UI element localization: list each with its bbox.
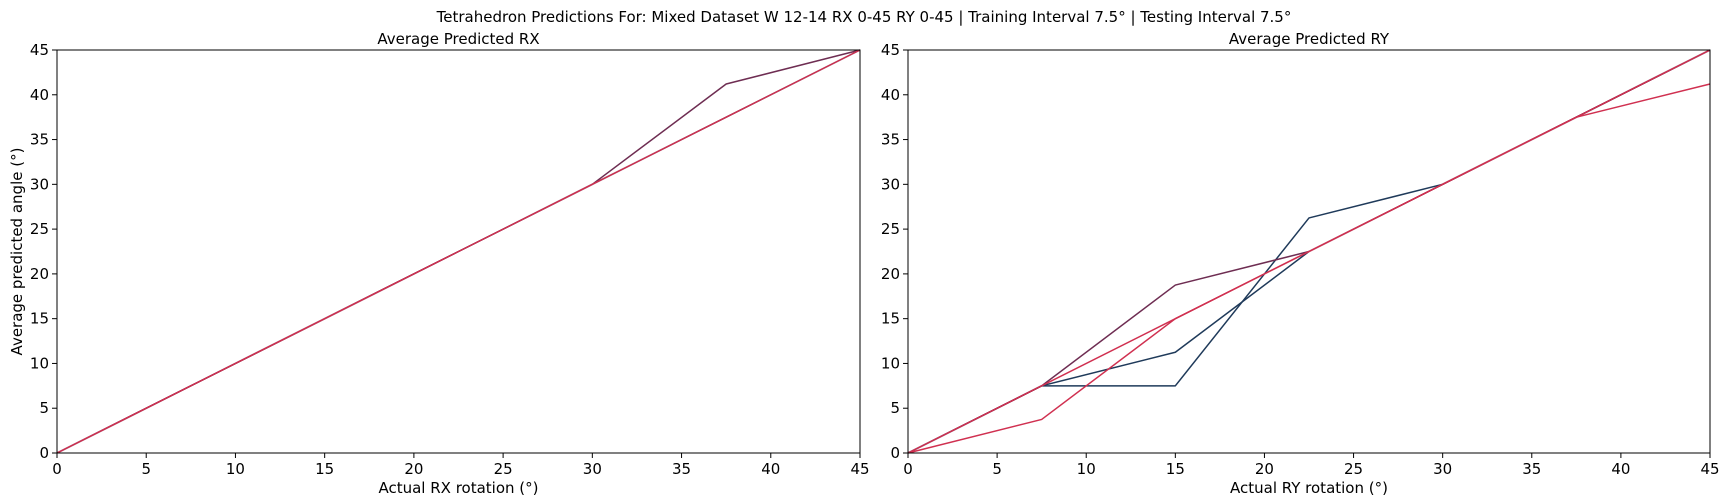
figure-suptitle: Tetrahedron Predictions For: Mixed Datas…	[436, 8, 1292, 26]
x-tick-label: 15	[315, 460, 334, 478]
x-tick-label: 5	[141, 460, 151, 478]
x-tick-label: 0	[903, 460, 913, 478]
x-axis-label: Actual RX rotation (°)	[378, 479, 538, 497]
x-tick-label: 10	[1077, 460, 1096, 478]
y-tick-label: 20	[881, 265, 900, 283]
y-tick-label: 40	[881, 86, 900, 104]
chart-title: Average Predicted RY	[1229, 30, 1390, 48]
y-tick-label: 15	[881, 310, 900, 328]
y-tick-label: 0	[890, 444, 900, 462]
x-tick-label: 30	[583, 460, 602, 478]
y-tick-label: 25	[30, 220, 49, 238]
x-tick-label: 40	[761, 460, 780, 478]
chart-panel-rx: Average Predicted RX 0 5 10 15 20 25 30 35 40 45 0 5…	[8, 30, 870, 497]
x-tick-label: 25	[494, 460, 513, 478]
x-tick-label: 25	[1344, 460, 1363, 478]
chart-title: Average Predicted RX	[377, 30, 539, 48]
x-tick-label: 15	[1166, 460, 1185, 478]
x-tick-label: 45	[1700, 460, 1719, 478]
y-tick-label: 35	[881, 131, 900, 149]
y-tick-label: 20	[30, 265, 49, 283]
y-tick-label: 30	[30, 175, 49, 193]
x-tick-label: 20	[404, 460, 423, 478]
y-tick-label: 10	[881, 354, 900, 372]
y-tick-label: 5	[39, 399, 49, 417]
y-tick-label: 30	[881, 175, 900, 193]
y-tick-label: 0	[39, 444, 49, 462]
x-axis-label: Actual RY rotation (°)	[1230, 479, 1388, 497]
x-tick-label: 30	[1433, 460, 1452, 478]
chart-panel-ry: Average Predicted RY 0 5 10 15 20 25 30 35 40 45 0 5…	[881, 30, 1720, 497]
x-tick-label: 35	[1522, 460, 1541, 478]
x-tick-label: 20	[1255, 460, 1274, 478]
plot-frame	[907, 49, 1711, 454]
x-tick-label: 10	[226, 460, 245, 478]
y-tick-label: 15	[30, 310, 49, 328]
series-line-4	[907, 49, 1711, 454]
y-tick-label: 10	[30, 354, 49, 372]
y-tick-label: 25	[881, 220, 900, 238]
x-tick-label: 40	[1611, 460, 1630, 478]
x-tick-label: 45	[850, 460, 869, 478]
plot-frame	[56, 49, 861, 454]
y-tick-label: 40	[30, 86, 49, 104]
x-tick-label: 35	[672, 460, 691, 478]
y-tick-label: 35	[30, 131, 49, 149]
y-axis-label: Average predicted angle (°)	[8, 148, 26, 356]
y-tick-label: 45	[30, 41, 49, 59]
x-tick-label: 5	[992, 460, 1002, 478]
x-tick-label: 0	[52, 460, 62, 478]
series-line-2	[56, 49, 861, 454]
y-tick-label: 45	[881, 41, 900, 59]
series-line-3	[907, 83, 1711, 454]
y-tick-label: 5	[890, 399, 900, 417]
